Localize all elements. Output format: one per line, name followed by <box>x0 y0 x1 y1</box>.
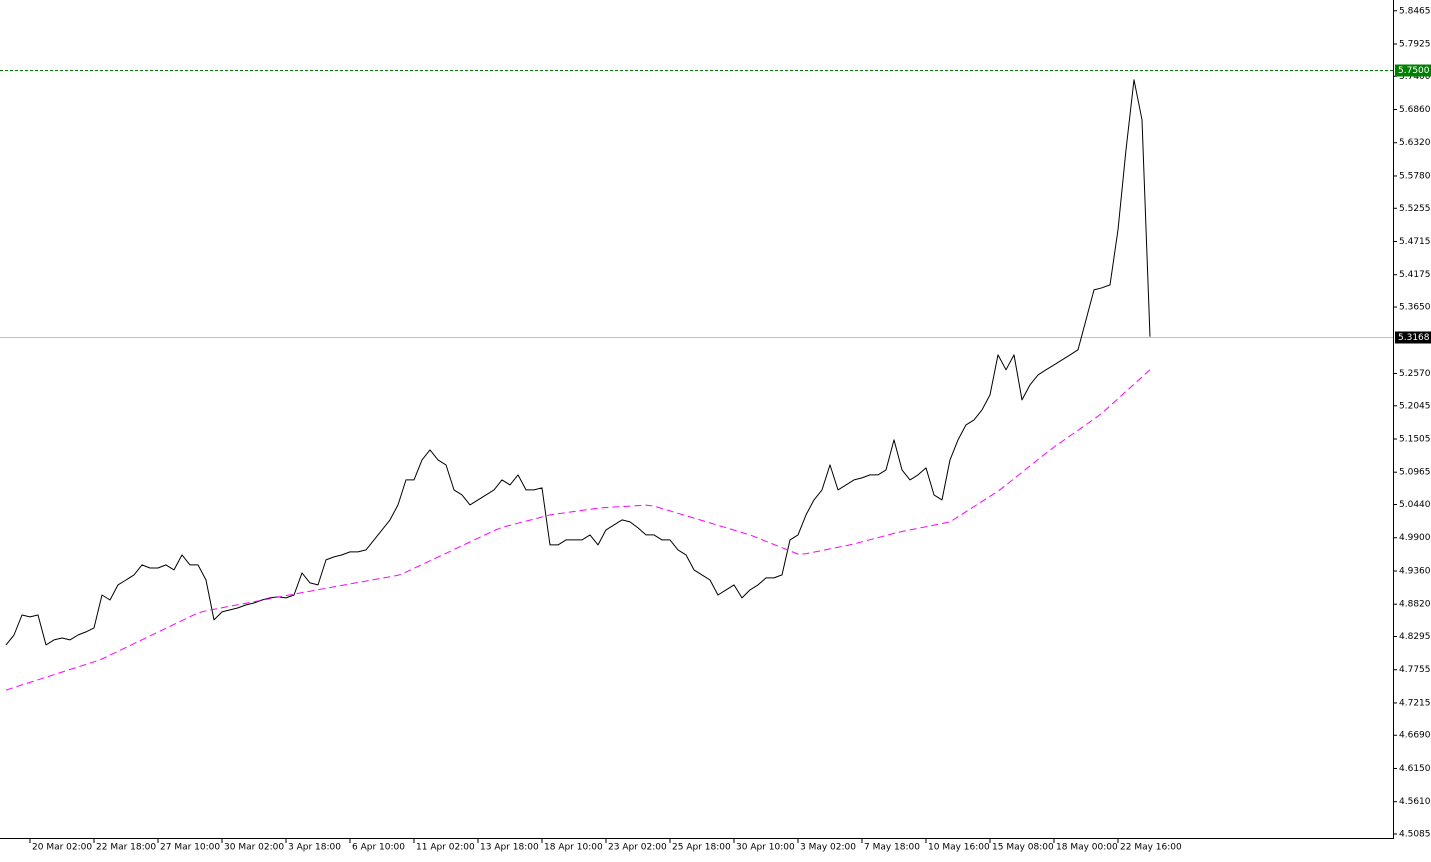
y-tick-label: 4.7755 <box>1399 665 1431 675</box>
x-tick-label: 18 May 00:00 <box>1056 843 1118 853</box>
price-label: 5.3168 <box>1398 333 1430 343</box>
y-tick-label: 4.9360 <box>1399 566 1431 576</box>
x-tick-label: 20 Mar 02:00 <box>32 843 92 853</box>
y-tick-label: 5.2045 <box>1399 401 1431 411</box>
y-tick-label: 5.2570 <box>1399 369 1431 379</box>
x-tick-label: 3 Apr 18:00 <box>288 843 341 853</box>
price-label-box <box>1395 64 1431 77</box>
y-tick-label: 5.4715 <box>1399 237 1431 247</box>
y-tick-label: 5.7400 <box>1399 72 1431 82</box>
x-tick-label: 27 Mar 10:00 <box>160 843 220 853</box>
x-tick-label: 13 Apr 18:00 <box>480 843 539 853</box>
price-label: 5.7500 <box>1398 66 1430 76</box>
x-tick-label: 6 Apr 10:00 <box>352 843 405 853</box>
y-tick-label: 4.8820 <box>1399 600 1431 610</box>
y-tick-label: 4.5085 <box>1399 830 1431 840</box>
price-line <box>5 79 1151 646</box>
y-tick-label: 5.8465 <box>1399 6 1431 16</box>
y-tick-label: 5.6860 <box>1399 105 1431 115</box>
y-tick-label: 5.0440 <box>1399 500 1431 510</box>
x-tick-label: 22 Mar 18:00 <box>96 843 156 853</box>
y-tick-label: 5.3650 <box>1399 303 1431 313</box>
y-tick-label: 4.5610 <box>1399 797 1431 807</box>
x-tick-label: 30 Apr 10:00 <box>736 843 795 853</box>
y-tick-label: 5.5780 <box>1399 171 1431 181</box>
x-tick-label: 25 Apr 18:00 <box>672 843 731 853</box>
x-tick-label: 10 May 16:00 <box>928 843 990 853</box>
y-tick-label: 5.0965 <box>1399 468 1431 478</box>
y-tick-label: 5.4175 <box>1399 270 1431 280</box>
y-tick-label: 5.6320 <box>1399 138 1431 148</box>
x-tick-label: 23 Apr 02:00 <box>608 843 667 853</box>
price-label-box <box>1395 331 1431 344</box>
y-tick-label: 4.8295 <box>1399 632 1431 642</box>
x-tick-label: 3 May 02:00 <box>800 843 856 853</box>
y-tick-label: 5.5255 <box>1399 204 1431 214</box>
x-tick-label: 7 May 18:00 <box>864 843 920 853</box>
x-tick-label: 22 May 16:00 <box>1120 843 1182 853</box>
y-tick-label: 5.1505 <box>1399 434 1431 444</box>
y-tick-label: 4.7215 <box>1399 698 1431 708</box>
x-tick-label: 15 May 08:00 <box>992 843 1054 853</box>
y-tick-label: 4.6150 <box>1399 764 1431 774</box>
y-tick-label: 4.9900 <box>1399 533 1431 543</box>
x-tick-label: 30 Mar 02:00 <box>224 843 284 853</box>
x-tick-label: 11 Apr 02:00 <box>416 843 475 853</box>
y-tick-label: 5.7925 <box>1399 39 1431 49</box>
x-tick-label: 18 Apr 10:00 <box>544 843 603 853</box>
y-tick-label: 4.6690 <box>1399 731 1431 741</box>
